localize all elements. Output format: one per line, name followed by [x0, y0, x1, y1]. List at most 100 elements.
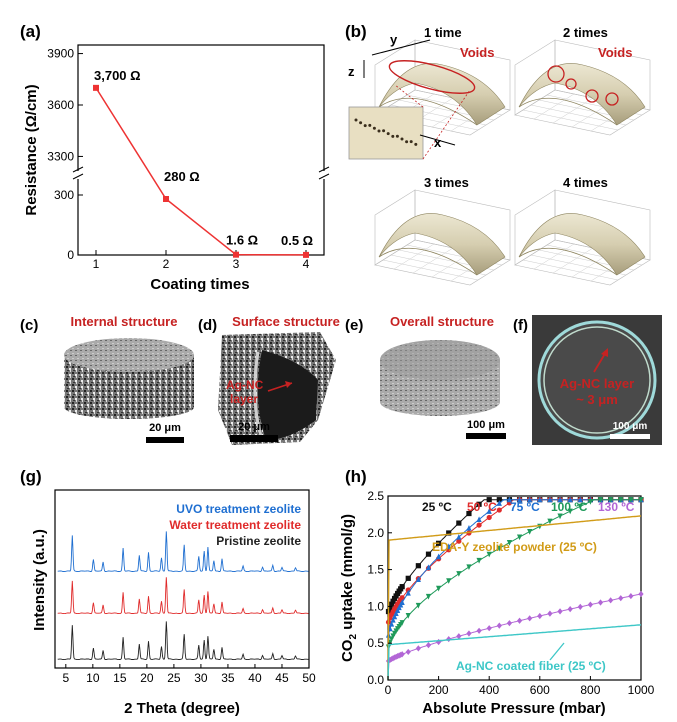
- x-tick-label-h: 1000: [628, 683, 655, 697]
- axis-arrow-x: [419, 134, 456, 146]
- uptake-point: [537, 612, 543, 620]
- uptake-point: [388, 601, 395, 607]
- fiber-renders: [348, 39, 651, 286]
- voids-ellipse: [388, 60, 476, 94]
- void-dot: [359, 121, 363, 125]
- x-tick-label-a: 3: [233, 257, 240, 271]
- legend-50c: 50 ºC: [467, 500, 497, 514]
- uptake-point: [486, 514, 492, 521]
- overall-structure-render: [380, 340, 500, 416]
- uptake-point: [466, 510, 472, 517]
- uptake-point: [436, 553, 442, 560]
- y-tick-label-h: 0.0: [367, 673, 384, 687]
- panel-g: (g) 5 10 15 20 25 30 35 40 45 50 UVO treatment ze…: [20, 467, 316, 717]
- xrd-pattern-line: [57, 531, 309, 573]
- axis-x-label-b: x: [434, 135, 442, 150]
- title-surface-structure: Surface structure: [232, 314, 340, 329]
- void-dot: [386, 132, 390, 136]
- scale-label-c: 20 μm: [149, 422, 181, 434]
- uptake-point: [446, 578, 452, 584]
- uptake-point: [486, 497, 492, 503]
- x-axis-label-h: Absolute Pressure (mbar): [422, 700, 605, 717]
- uptake-point: [425, 642, 432, 649]
- legend-uvo: UVO treatment zeolite: [176, 502, 301, 516]
- uptake-point: [567, 605, 573, 613]
- uptake-point: [486, 551, 492, 558]
- chart-marks-a: 3,700 Ω 280 Ω 1.6 Ω 0.5 Ω: [93, 68, 313, 258]
- ag-nc-annotation-d1: Ag-NC: [226, 378, 264, 392]
- render-grid-line: [382, 259, 479, 281]
- plot-frame-g: [54, 489, 310, 669]
- uptake-line: [387, 499, 641, 681]
- y-tick-label-a: 3300: [47, 149, 74, 163]
- inset-connector: [422, 89, 471, 160]
- axis-break-mark: [72, 173, 84, 180]
- panel-label-f: (f): [513, 317, 528, 334]
- xrd-pattern-line: [57, 621, 309, 661]
- fiber-surface: [378, 63, 506, 126]
- panel-h: (h) 0.00.51.01.52.02.50 200 400 600 800 1000 …: [339, 467, 655, 717]
- void-dot: [363, 124, 367, 128]
- x-tick-label-h: 0: [385, 683, 392, 697]
- uptake-point: [415, 645, 421, 652]
- fiber-edge: [378, 97, 478, 126]
- axis-ticks-h: 0.0 0.5 1.0 1.5 2.0 2.5 0 200 400 600 800 1000: [367, 489, 654, 697]
- title-3-times: 3 times: [424, 175, 469, 190]
- scale-bar-e: [466, 433, 506, 439]
- uptake-point: [638, 590, 644, 598]
- panel-label-e: (e): [345, 317, 363, 334]
- uptake-point: [390, 598, 396, 604]
- void-dot: [391, 134, 395, 138]
- uptake-point: [476, 516, 482, 523]
- title-overall-structure: Overall structure: [390, 314, 494, 329]
- title-2-times: 2 times: [563, 25, 608, 40]
- chart-marks-h: [385, 496, 644, 681]
- uptake-point: [547, 518, 553, 525]
- uptake-point: [527, 496, 533, 503]
- void-dot: [414, 142, 418, 146]
- void-circle: [547, 65, 565, 83]
- y-tick-label-h: 2.0: [367, 526, 384, 540]
- uptake-point: [390, 616, 396, 623]
- uptake-point: [567, 496, 573, 503]
- uptake-point: [476, 627, 482, 634]
- legend-130c: 130 ºC: [598, 500, 635, 514]
- uptake-point: [456, 533, 462, 540]
- uptake-point: [446, 530, 452, 536]
- void-dot: [382, 129, 386, 133]
- fiber-surface: [378, 213, 506, 276]
- uptake-point: [456, 571, 462, 577]
- ag-nc-arrowhead-f: [601, 348, 608, 357]
- legend-100c: 100 ºC: [551, 500, 588, 514]
- uptake-line: [387, 499, 641, 681]
- uptake-point: [557, 513, 563, 520]
- resistance-value-label: 280 Ω: [164, 169, 200, 184]
- y-tick-label-h: 2.5: [367, 489, 384, 503]
- uptake-point: [557, 496, 563, 503]
- uptake-point: [405, 589, 411, 596]
- render-grid-line: [533, 93, 575, 120]
- uptake-point: [496, 622, 502, 629]
- uptake-point: [425, 593, 432, 600]
- uptake-point: [388, 620, 395, 627]
- void-dot: [405, 140, 409, 144]
- uptake-point: [547, 496, 553, 503]
- void-dot: [372, 126, 376, 130]
- uptake-line: [387, 624, 642, 681]
- title-internal-structure: Internal structure: [71, 314, 178, 329]
- ag-nc-fiber-pointer: [549, 642, 565, 661]
- axis-break-gap: [74, 171, 82, 179]
- x-axis-label-a: Coating times: [150, 276, 249, 293]
- y-tick-label-a: 3600: [47, 98, 74, 112]
- uptake-point: [577, 496, 583, 503]
- scale-label-e: 100 μm: [467, 419, 505, 431]
- uptake-point: [638, 497, 644, 503]
- uptake-point: [557, 608, 563, 615]
- uptake-point: [456, 520, 462, 526]
- uptake-point: [527, 615, 533, 622]
- uptake-point: [496, 545, 502, 552]
- axis-arrow-y: [371, 39, 431, 56]
- legend-pristine: Pristine zeolite: [216, 534, 301, 548]
- x-tick-label-a: 4: [303, 257, 310, 271]
- render-grid-line: [530, 104, 627, 126]
